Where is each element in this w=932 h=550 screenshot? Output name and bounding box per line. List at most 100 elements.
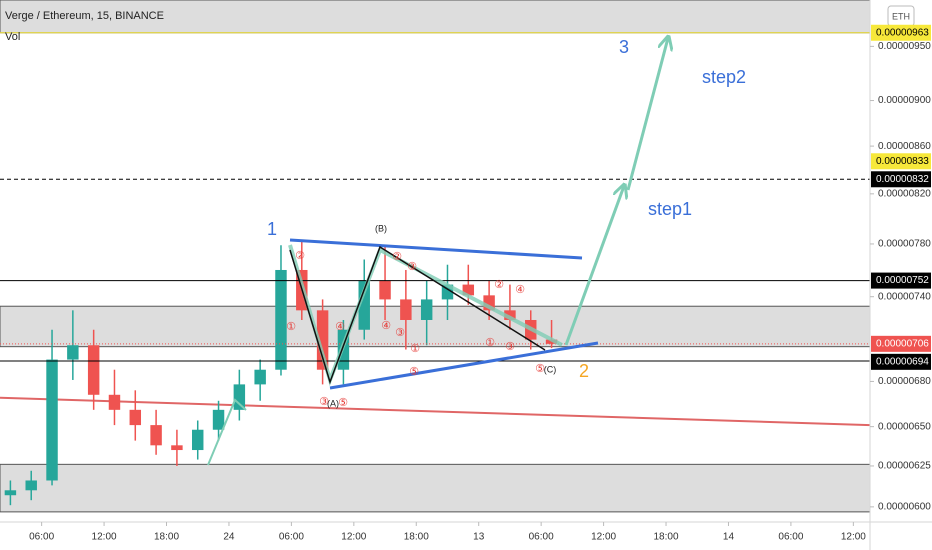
x-tick-label: 24	[223, 532, 235, 543]
y-tick-label: 0.00000600	[878, 501, 931, 512]
abc-zigzag	[289, 245, 546, 385]
candle-body	[462, 284, 475, 296]
annotation: step2	[702, 67, 746, 87]
annotation: (A)	[327, 398, 339, 408]
annotation: ③	[319, 396, 329, 408]
candle-body	[233, 384, 246, 410]
price-label: 0.00000706	[876, 338, 929, 349]
candle-body	[87, 345, 100, 395]
price-label-bg	[871, 153, 931, 170]
candle-body	[67, 345, 79, 360]
price-label-bg	[871, 171, 931, 188]
x-tick-label: 06:00	[279, 532, 304, 543]
x-tick-label: 12:00	[92, 532, 117, 543]
price-label: 0.00000963	[876, 27, 929, 38]
y-tick-label: 0.00000900	[878, 95, 931, 106]
step1-arrow	[564, 186, 624, 346]
candle-body	[192, 429, 204, 451]
x-tick-label: 12:00	[591, 532, 616, 543]
triangle-lower	[329, 341, 599, 390]
chart-title: Verge / Ethereum, 15, BINANCE	[5, 10, 164, 22]
annotation: ⑤	[338, 397, 348, 409]
candle-body	[171, 445, 183, 451]
x-tick-label: 06:00	[529, 532, 554, 543]
price-label-bg	[871, 272, 931, 289]
annotation: ②	[494, 279, 504, 291]
annotation: ②	[295, 250, 305, 262]
price-label: 0.00000832	[876, 174, 929, 185]
annotation: ①	[286, 321, 296, 333]
annotation: 2	[579, 361, 589, 381]
candle-body	[108, 394, 121, 410]
price-label-bg	[871, 24, 931, 41]
price-label-bg	[871, 353, 931, 370]
candle-body	[150, 425, 162, 446]
price-label: 0.00000752	[876, 275, 929, 286]
annotation: ②	[392, 251, 402, 263]
x-tick-label: 12:00	[341, 532, 366, 543]
annotation: 1	[267, 219, 277, 239]
candle-body	[254, 369, 266, 385]
candle-body	[46, 359, 58, 481]
currency-label: ETH	[892, 11, 910, 21]
x-tick-label: 18:00	[654, 532, 679, 543]
annotation: ③	[505, 341, 515, 353]
annotation: ④	[381, 320, 391, 332]
x-tick-label: 06:00	[778, 532, 803, 543]
candle-body	[504, 310, 516, 320]
candle-body	[400, 299, 412, 320]
price-zone	[0, 463, 870, 513]
candle-body	[129, 409, 142, 426]
price-label: 0.00000694	[876, 356, 929, 367]
annotation: step1	[648, 199, 692, 219]
y-tick-label: 0.00000780	[878, 239, 931, 250]
indicator-label: Vol	[5, 31, 20, 43]
candle-body	[212, 409, 225, 430]
y-tick-label: 0.00000950	[878, 41, 931, 52]
plot-area	[0, 0, 870, 513]
candle-body	[25, 480, 37, 491]
x-tick-label: 06:00	[29, 532, 54, 543]
candle-body	[441, 284, 454, 300]
y-tick-label: 0.00000860	[878, 141, 931, 152]
annotation: ①	[485, 337, 495, 349]
candle-body	[358, 280, 370, 330]
annotation: (C)	[544, 364, 557, 374]
y-tick-label: 0.00000625	[878, 461, 931, 472]
y-tick-label: 0.00000680	[878, 376, 931, 387]
x-tick-label: 18:00	[404, 532, 429, 543]
wave-line	[207, 398, 247, 466]
y-tick-label: 0.00000650	[878, 421, 931, 432]
x-tick-label: 14	[723, 532, 735, 543]
trendline	[0, 396, 870, 427]
annotation: ⑤	[535, 363, 545, 375]
step2-arrow	[626, 38, 668, 191]
annotation: ①	[410, 343, 420, 355]
price-zone	[0, 305, 870, 348]
annotation: (B)	[375, 223, 387, 233]
annotation: ④	[515, 284, 525, 296]
y-tick-label: 0.00000740	[878, 291, 931, 302]
price-label: 0.00000833	[876, 156, 929, 167]
price-label-bg	[871, 335, 931, 352]
x-tick-label: 18:00	[154, 532, 179, 543]
annotation: 3	[619, 37, 629, 57]
annotation: ⑤	[409, 366, 419, 378]
candle-body	[316, 310, 329, 370]
candle-body	[4, 490, 17, 496]
candle-body	[379, 280, 391, 300]
annotation: ③	[395, 327, 405, 339]
candle-body	[420, 299, 433, 320]
candle-body	[275, 269, 287, 370]
x-tick-label: 12:00	[841, 532, 866, 543]
y-tick-label: 0.00000820	[878, 188, 931, 199]
triangle-upper	[289, 238, 583, 260]
candle-body	[483, 295, 495, 311]
x-tick-label: 13	[473, 532, 485, 543]
annotation: ④	[335, 321, 345, 333]
annotation: ③	[407, 261, 417, 273]
